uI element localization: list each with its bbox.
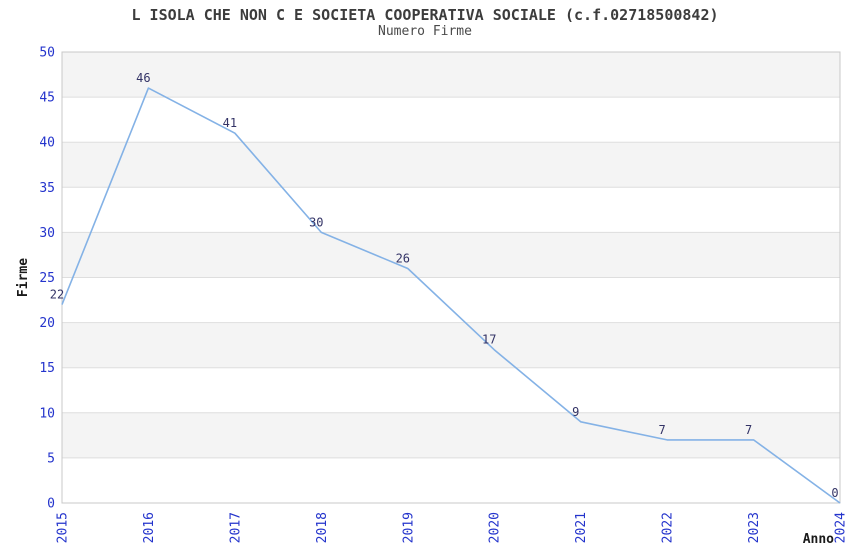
x-tick-label: 2018 xyxy=(315,512,330,543)
point-label: 9 xyxy=(572,405,579,419)
x-tick-label: 2017 xyxy=(228,512,243,543)
point-label: 46 xyxy=(136,71,150,85)
plot-border xyxy=(61,51,841,504)
plot-band xyxy=(62,142,840,188)
plot-band xyxy=(62,232,840,278)
y-tick-label: 35 xyxy=(39,181,55,196)
x-tick-label: 2024 xyxy=(834,512,849,543)
y-tick-label: 25 xyxy=(39,271,55,286)
point-labels: 22 46 41 30 26 17 9 7 7 0 xyxy=(50,71,839,500)
x-tick-label: 2023 xyxy=(747,512,762,543)
plot-band xyxy=(62,322,840,368)
point-label: 26 xyxy=(396,252,410,266)
plot-band xyxy=(62,412,840,458)
point-label: 17 xyxy=(482,333,496,347)
chart-title: L ISOLA CHE NON C E SOCIETA COOPERATIVA … xyxy=(131,6,719,24)
series-line xyxy=(61,87,841,504)
plot-band xyxy=(62,367,840,413)
plot-band xyxy=(62,97,840,143)
plot-band xyxy=(62,187,840,233)
x-tick-label: 2016 xyxy=(142,512,157,543)
x-tick-label: 2020 xyxy=(488,512,503,543)
point-label: 30 xyxy=(309,215,323,229)
x-tick-label: 2015 xyxy=(56,512,71,543)
point-label: 41 xyxy=(223,116,237,130)
y-tick-label: 20 xyxy=(39,316,55,331)
point-label: 7 xyxy=(658,423,665,437)
y-tick-label: 10 xyxy=(39,406,55,421)
y-tick-label: 15 xyxy=(39,361,55,376)
x-tick-label: 2021 xyxy=(574,512,589,543)
plot-band xyxy=(62,457,840,503)
gridlines xyxy=(62,96,840,459)
y-axis-labels: 0 5 10 15 20 25 30 35 40 45 50 xyxy=(39,46,55,512)
y-axis-title: Firme xyxy=(16,258,31,297)
y-tick-label: 50 xyxy=(39,46,55,61)
y-tick-label: 5 xyxy=(47,451,55,466)
x-tick-label: 2019 xyxy=(401,512,416,543)
plot-band xyxy=(62,277,840,323)
y-tick-label: 0 xyxy=(47,497,55,512)
chart-subtitle: Numero Firme xyxy=(378,24,472,39)
point-label: 0 xyxy=(831,486,838,500)
point-label: 22 xyxy=(50,288,64,302)
plot-band xyxy=(62,52,840,98)
x-axis-title: Anno xyxy=(803,532,834,547)
plot-bands xyxy=(62,52,840,503)
y-tick-label: 30 xyxy=(39,226,55,241)
y-tick-label: 45 xyxy=(39,91,55,106)
point-label: 7 xyxy=(745,423,752,437)
x-axis-labels: 2015 2016 2017 2018 2019 2020 2021 2022 2023 2024 xyxy=(56,512,849,543)
y-tick-label: 40 xyxy=(39,136,55,151)
x-tick-label: 2022 xyxy=(661,512,676,543)
